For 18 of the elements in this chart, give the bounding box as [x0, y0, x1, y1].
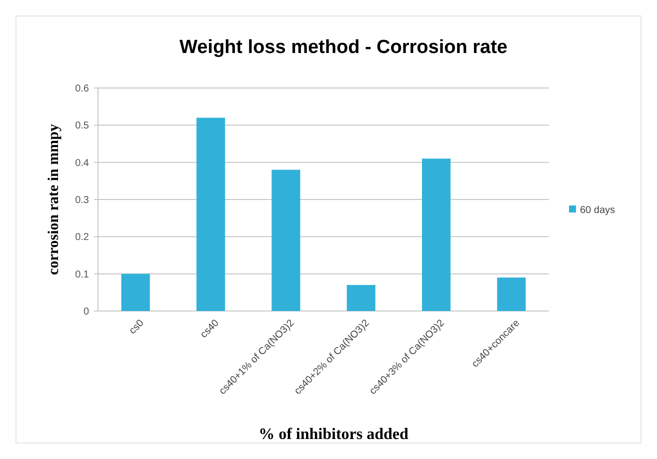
y-tick-label: 0 — [83, 306, 90, 318]
y-tick-label: 0.2 — [75, 232, 90, 244]
bar — [196, 118, 226, 311]
y-tick-label: 0.4 — [75, 158, 90, 169]
chart-title: Weight loss method - Corrosion rate — [180, 37, 508, 58]
bar — [422, 158, 451, 311]
x-axis-title: % of inhibitors added — [258, 426, 409, 443]
bar — [346, 284, 376, 311]
legend-label: 60 days — [580, 205, 616, 216]
x-tick-label: cs0 — [127, 318, 146, 337]
bar — [497, 278, 526, 311]
bar — [272, 170, 300, 311]
y-tick-label: 0.3 — [75, 195, 90, 206]
y-axis-title: corrosion rate in mmpy — [46, 124, 62, 275]
y-tick-label: 0.6 — [75, 84, 90, 94]
bar — [121, 274, 150, 311]
y-tick-label: 0.5 — [75, 120, 90, 132]
y-tick-label: 0.1 — [75, 269, 90, 280]
